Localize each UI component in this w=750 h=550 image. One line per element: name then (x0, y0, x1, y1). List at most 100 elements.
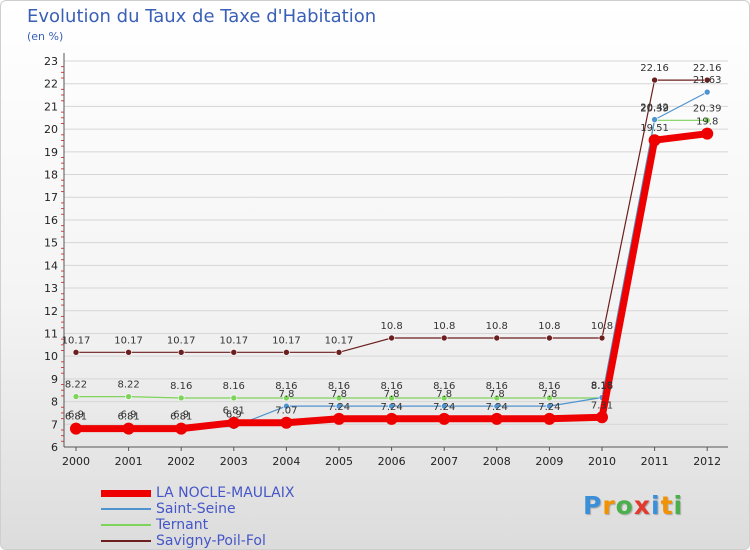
logo-letter: i (673, 491, 684, 520)
data-point-la-nocle-maulaix (175, 422, 188, 435)
axes (61, 53, 728, 448)
y-tick-label: 21 (44, 100, 58, 113)
y-tick-label: 19 (44, 146, 58, 159)
x-tick-label: 2005 (325, 455, 353, 468)
data-label-ternant: 8.16 (328, 381, 350, 392)
data-point-savigny-poil-fol (335, 349, 343, 356)
data-label-la-nocle-maulaix: 7.24 (328, 402, 350, 413)
logo-letter: t (660, 491, 674, 520)
legend-label-savigny-poil-fol: Savigny-Poil-Fol (156, 533, 266, 549)
data-label-savigny-poil-fol: 10.17 (219, 335, 248, 346)
data-label-ternant: 8.16 (223, 381, 245, 392)
logo-letter: r (602, 491, 616, 520)
data-point-ternant (440, 394, 448, 402)
chart-subtitle: (en %) (27, 30, 64, 43)
data-point-la-nocle-maulaix (543, 412, 556, 425)
legend-label-ternant: Ternant (156, 517, 209, 533)
data-point-savigny-poil-fol (125, 349, 132, 356)
data-point-la-nocle-maulaix (385, 412, 398, 425)
data-label-la-nocle-maulaix: 6.81 (170, 412, 192, 423)
data-point-saint-seine (388, 402, 395, 410)
data-label-saint-seine: 6.9 (226, 410, 242, 421)
data-point-ternant (283, 394, 290, 402)
y-tick-label: 13 (44, 282, 58, 295)
data-label-ternant: 8.16 (275, 381, 297, 392)
data-label-la-nocle-maulaix: 7.24 (433, 402, 455, 413)
x-tick-label: 2001 (115, 455, 143, 468)
y-tick-label: 9 (51, 373, 58, 386)
data-label-savigny-poil-fol: 10.8 (538, 321, 560, 332)
x-tick-label: 2003 (220, 455, 248, 468)
data-point-saint-seine (546, 402, 553, 410)
data-point-savigny-poil-fol (177, 349, 185, 356)
data-label-saint-seine: 7.8 (436, 389, 452, 400)
y-tick-label: 14 (44, 259, 58, 272)
data-point-saint-seine (493, 402, 501, 410)
x-tick-label: 2012 (693, 455, 721, 468)
data-point-ternant (72, 393, 80, 400)
data-point-saint-seine (703, 88, 711, 96)
data-label-la-nocle-maulaix: 7.31 (591, 400, 613, 411)
data-point-la-nocle-maulaix (333, 412, 345, 425)
data-label-saint-seine: 6.9 (121, 410, 137, 421)
data-point-savigny-poil-fol (703, 76, 711, 84)
data-label-la-nocle-maulaix: 7.07 (275, 406, 297, 417)
y-tick-label: 10 (44, 350, 58, 363)
data-point-savigny-poil-fol (546, 334, 553, 342)
legend-swatch-savigny-poil-fol (101, 540, 151, 542)
data-point-la-nocle-maulaix (490, 412, 503, 425)
data-point-ternant (703, 116, 711, 124)
logo-letter: P (583, 491, 603, 520)
data-label-la-nocle-maulaix: 7.24 (380, 402, 402, 413)
series-line-savigny-poil-fol (75, 79, 708, 353)
data-label-savigny-poil-fol: 22.16 (693, 63, 722, 74)
y-tick-label: 18 (44, 169, 58, 182)
data-point-ternant (493, 394, 501, 402)
y-tick-label: 23 (44, 55, 58, 68)
data-label-saint-seine: 7.8 (541, 389, 557, 400)
data-label-saint-seine: 7.8 (331, 389, 347, 400)
y-tick-label: 20 (44, 123, 58, 136)
proxiti-logo: Proxiti (583, 491, 683, 520)
y-tick-label: 16 (44, 214, 58, 227)
data-point-savigny-poil-fol (493, 334, 501, 342)
data-label-ternant: 20.39 (640, 103, 669, 114)
data-point-saint-seine (651, 116, 658, 123)
y-axis-ticks: 6 7 8 9 10 11 12 13 14 15 16 17 18 19 20 21 22 23 (44, 55, 58, 454)
series-layer (70, 76, 714, 435)
data-label-ternant: 8.16 (170, 381, 192, 392)
data-label-ternant: 8.22 (117, 380, 139, 391)
y-tick-label: 15 (44, 237, 58, 250)
data-point-savigny-poil-fol (72, 349, 80, 356)
data-label-la-nocle-maulaix: 7.24 (486, 402, 508, 413)
legend-swatch-saint-seine (101, 508, 151, 510)
data-label-ternant: 8.16 (486, 381, 508, 392)
data-label-savigny-poil-fol: 10.8 (380, 321, 402, 332)
data-point-ternant (177, 394, 185, 402)
data-label-savigny-poil-fol: 10.17 (325, 335, 354, 346)
data-label-saint-seine: 7.8 (278, 389, 294, 400)
data-point-savigny-poil-fol (440, 334, 448, 342)
data-point-la-nocle-maulaix (70, 422, 82, 435)
x-tick-label: 2000 (62, 455, 90, 468)
legend-label-saint-seine: Saint-Seine (156, 501, 236, 517)
data-point-savigny-poil-fol (230, 349, 238, 356)
data-label-ternant: 8.16 (591, 381, 613, 392)
x-tick-label: 2002 (167, 455, 195, 468)
data-point-savigny-poil-fol (651, 76, 658, 84)
data-label-la-nocle-maulaix: 19.8 (696, 117, 718, 128)
data-point-ternant (546, 394, 553, 402)
data-label-ternant: 8.22 (65, 380, 87, 391)
data-point-la-nocle-maulaix (648, 134, 661, 147)
data-label-saint-seine: 8.18 (591, 381, 613, 392)
chart-title: Evolution du Taux de Taxe d'Habitation (27, 6, 377, 27)
x-tick-label: 2007 (430, 455, 458, 468)
data-point-la-nocle-maulaix (227, 416, 240, 429)
data-point-saint-seine (335, 402, 343, 410)
data-label-saint-seine: 20.42 (640, 103, 669, 114)
x-tick-label: 2010 (588, 455, 616, 468)
data-label-savigny-poil-fol: 10.8 (486, 321, 508, 332)
data-point-la-nocle-maulaix (280, 416, 293, 429)
data-label-saint-seine: 6.9 (68, 410, 84, 421)
